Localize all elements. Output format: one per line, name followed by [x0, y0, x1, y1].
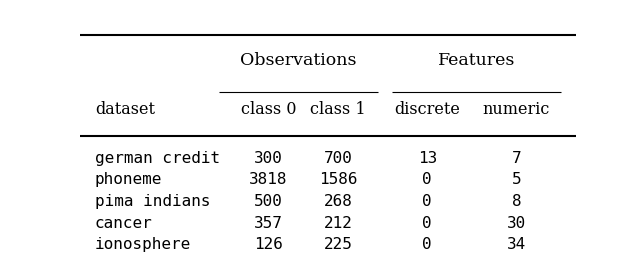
- Text: 126: 126: [254, 236, 283, 251]
- Text: 30: 30: [507, 215, 526, 230]
- Text: 700: 700: [323, 150, 353, 165]
- Text: 8: 8: [511, 193, 522, 208]
- Text: dataset: dataset: [95, 100, 155, 117]
- Text: numeric: numeric: [483, 100, 550, 117]
- Text: 357: 357: [254, 215, 283, 230]
- Text: 212: 212: [323, 215, 353, 230]
- Text: phoneme: phoneme: [95, 172, 163, 187]
- Text: 5: 5: [511, 172, 522, 187]
- Text: german credit: german credit: [95, 150, 220, 165]
- Text: Observations: Observations: [240, 51, 356, 68]
- Text: 3818: 3818: [249, 172, 288, 187]
- Text: pima indians: pima indians: [95, 193, 211, 208]
- Text: 13: 13: [417, 150, 437, 165]
- Text: 0: 0: [422, 236, 432, 251]
- Text: class 1: class 1: [310, 100, 365, 117]
- Text: 0: 0: [422, 193, 432, 208]
- Text: discrete: discrete: [394, 100, 460, 117]
- Text: 7: 7: [511, 150, 522, 165]
- Text: 500: 500: [254, 193, 283, 208]
- Text: 300: 300: [254, 150, 283, 165]
- Text: 0: 0: [422, 215, 432, 230]
- Text: cancer: cancer: [95, 215, 152, 230]
- Text: 1586: 1586: [319, 172, 357, 187]
- Text: 225: 225: [323, 236, 353, 251]
- Text: 268: 268: [323, 193, 353, 208]
- Text: class 0: class 0: [241, 100, 296, 117]
- Text: 34: 34: [507, 236, 526, 251]
- Text: Features: Features: [438, 51, 515, 68]
- Text: ionosphere: ionosphere: [95, 236, 191, 251]
- Text: 0: 0: [422, 172, 432, 187]
